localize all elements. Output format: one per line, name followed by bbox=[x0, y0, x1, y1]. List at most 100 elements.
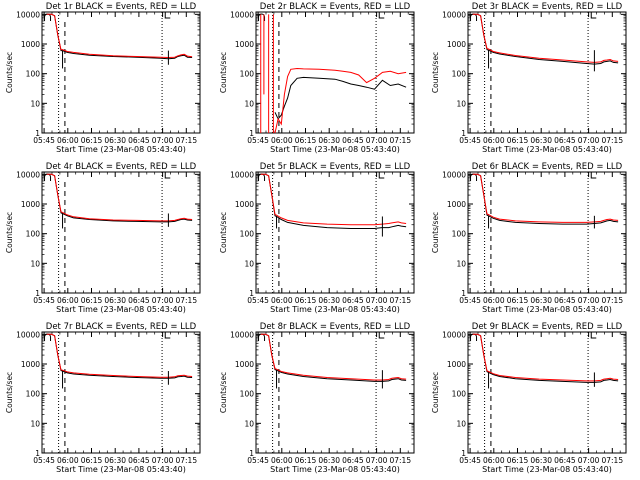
subplot-title: Det 4r BLACK = Events, RED = LLD bbox=[46, 162, 197, 172]
subplot-title: Det 1r BLACK = Events, RED = LLD bbox=[46, 2, 197, 12]
x-tick-label: 06:00 bbox=[271, 296, 293, 305]
y-tick-label: 10 bbox=[456, 99, 466, 108]
x-tick-label: 05:45 bbox=[247, 136, 269, 145]
lld-series-line bbox=[46, 13, 193, 59]
y-tick-label: 100 bbox=[240, 70, 255, 79]
x-tick-label: 07:15 bbox=[389, 136, 411, 145]
x-tick-label: 07:00 bbox=[578, 296, 600, 305]
plot-frame bbox=[467, 171, 627, 294]
plot-frame bbox=[467, 11, 627, 134]
y-tick-label: 1 bbox=[249, 289, 254, 298]
interval-marker bbox=[590, 12, 597, 19]
x-tick-label: 07:00 bbox=[152, 136, 174, 145]
events-series-line bbox=[472, 173, 619, 225]
saa-symbol bbox=[258, 173, 266, 181]
y-tick-label: 1000 bbox=[21, 360, 40, 369]
y-tick-label: 10 bbox=[30, 419, 40, 428]
x-tick-label: 06:15 bbox=[81, 296, 103, 305]
saa-symbol bbox=[258, 333, 266, 341]
y-tick-label: 10000 bbox=[442, 330, 466, 339]
x-axis-label: Start Time (23-Mar-08 05:43:40) bbox=[56, 305, 186, 314]
data-layer bbox=[46, 13, 193, 69]
y-tick-label: 1 bbox=[249, 449, 254, 458]
x-tick-label: 06:00 bbox=[483, 296, 505, 305]
y-tick-label: 1000 bbox=[21, 40, 40, 49]
lld-series-line bbox=[472, 173, 619, 223]
data-layer bbox=[260, 173, 407, 237]
y-tick-label: 1000 bbox=[235, 200, 254, 209]
x-tick-label: 06:45 bbox=[128, 296, 150, 305]
x-tick-label: 06:00 bbox=[57, 296, 79, 305]
subplot-det-4r: Det 4r BLACK = Events, RED = LLD 1 10 100 10… bbox=[5, 162, 201, 314]
y-axis-label: Counts/sec bbox=[431, 212, 440, 253]
y-tick-label: 10000 bbox=[16, 330, 40, 339]
x-tick-label: 06:00 bbox=[483, 136, 505, 145]
interval-marker bbox=[378, 332, 385, 339]
y-tick-label: 1000 bbox=[235, 360, 254, 369]
plot-frame bbox=[255, 11, 415, 134]
x-tick-label: 06:15 bbox=[507, 136, 529, 145]
x-tick-label: 07:00 bbox=[152, 456, 174, 465]
x-tick-label: 07:15 bbox=[601, 296, 623, 305]
subplot-det-6r: Det 6r BLACK = Events, RED = LLD 1 10 100 10… bbox=[431, 162, 627, 314]
lld-series-line bbox=[46, 173, 193, 222]
x-tick-label: 06:15 bbox=[295, 296, 317, 305]
x-tick-label: 06:15 bbox=[81, 136, 103, 145]
subplot-title: Det 5r BLACK = Events, RED = LLD bbox=[260, 162, 411, 172]
y-tick-label: 100 bbox=[26, 230, 41, 239]
y-tick-label: 10000 bbox=[16, 10, 40, 19]
data-layer bbox=[472, 333, 619, 389]
events-series-line bbox=[472, 333, 619, 383]
y-tick-label: 100 bbox=[240, 230, 255, 239]
subplot-det-1r: Det 1r BLACK = Events, RED = LLD 1 10 100 10… bbox=[5, 2, 201, 154]
y-tick-label: 10 bbox=[30, 99, 40, 108]
y-tick-label: 1000 bbox=[447, 360, 466, 369]
x-axis-label: Start Time (23-Mar-08 05:43:40) bbox=[270, 305, 400, 314]
y-tick-label: 1 bbox=[461, 289, 466, 298]
y-tick-label: 10 bbox=[456, 259, 466, 268]
x-tick-label: 05:45 bbox=[247, 296, 269, 305]
x-tick-label: 06:00 bbox=[271, 456, 293, 465]
interval-marker bbox=[590, 332, 597, 339]
y-tick-label: 10000 bbox=[230, 10, 254, 19]
plot-frame bbox=[467, 331, 627, 454]
data-layer bbox=[260, 14, 407, 133]
x-tick-label: 05:45 bbox=[459, 456, 481, 465]
x-tick-label: 06:45 bbox=[128, 136, 150, 145]
y-tick-label: 100 bbox=[26, 70, 41, 79]
lld-series-line bbox=[274, 67, 407, 133]
y-tick-label: 10 bbox=[244, 99, 254, 108]
x-tick-label: 06:15 bbox=[81, 456, 103, 465]
lld-series-line bbox=[472, 333, 619, 382]
plot-frame bbox=[41, 171, 201, 294]
x-tick-label: 06:45 bbox=[554, 296, 576, 305]
x-tick-label: 07:15 bbox=[601, 136, 623, 145]
y-axis-label: Counts/sec bbox=[431, 372, 440, 413]
x-tick-label: 06:00 bbox=[271, 136, 293, 145]
y-axis-label: Counts/sec bbox=[219, 52, 228, 93]
x-tick-label: 07:15 bbox=[175, 456, 197, 465]
events-series-line bbox=[472, 13, 619, 65]
subplot-det-9r: Det 9r BLACK = Events, RED = LLD 1 10 100 10… bbox=[431, 322, 627, 474]
subplot-title: Det 6r BLACK = Events, RED = LLD bbox=[472, 162, 623, 172]
x-tick-label: 06:45 bbox=[342, 136, 364, 145]
y-tick-label: 1 bbox=[35, 289, 40, 298]
x-tick-label: 06:30 bbox=[318, 456, 340, 465]
y-tick-label: 100 bbox=[452, 70, 467, 79]
x-tick-label: 07:15 bbox=[601, 456, 623, 465]
x-axis-label: Start Time (23-Mar-08 05:43:40) bbox=[56, 465, 186, 474]
y-tick-label: 10 bbox=[244, 259, 254, 268]
x-tick-label: 07:15 bbox=[389, 296, 411, 305]
x-tick-label: 06:30 bbox=[530, 456, 552, 465]
x-tick-label: 06:30 bbox=[104, 456, 126, 465]
plot-frame bbox=[41, 11, 201, 134]
subplot-det-5r: Det 5r BLACK = Events, RED = LLD 1 10 100 10… bbox=[219, 162, 415, 314]
lld-series-line bbox=[472, 13, 619, 63]
y-axis-label: Counts/sec bbox=[5, 52, 14, 93]
x-tick-label: 06:15 bbox=[295, 456, 317, 465]
y-tick-label: 10000 bbox=[230, 330, 254, 339]
x-tick-label: 06:00 bbox=[57, 136, 79, 145]
x-tick-label: 06:45 bbox=[554, 136, 576, 145]
y-tick-label: 1000 bbox=[447, 40, 466, 49]
